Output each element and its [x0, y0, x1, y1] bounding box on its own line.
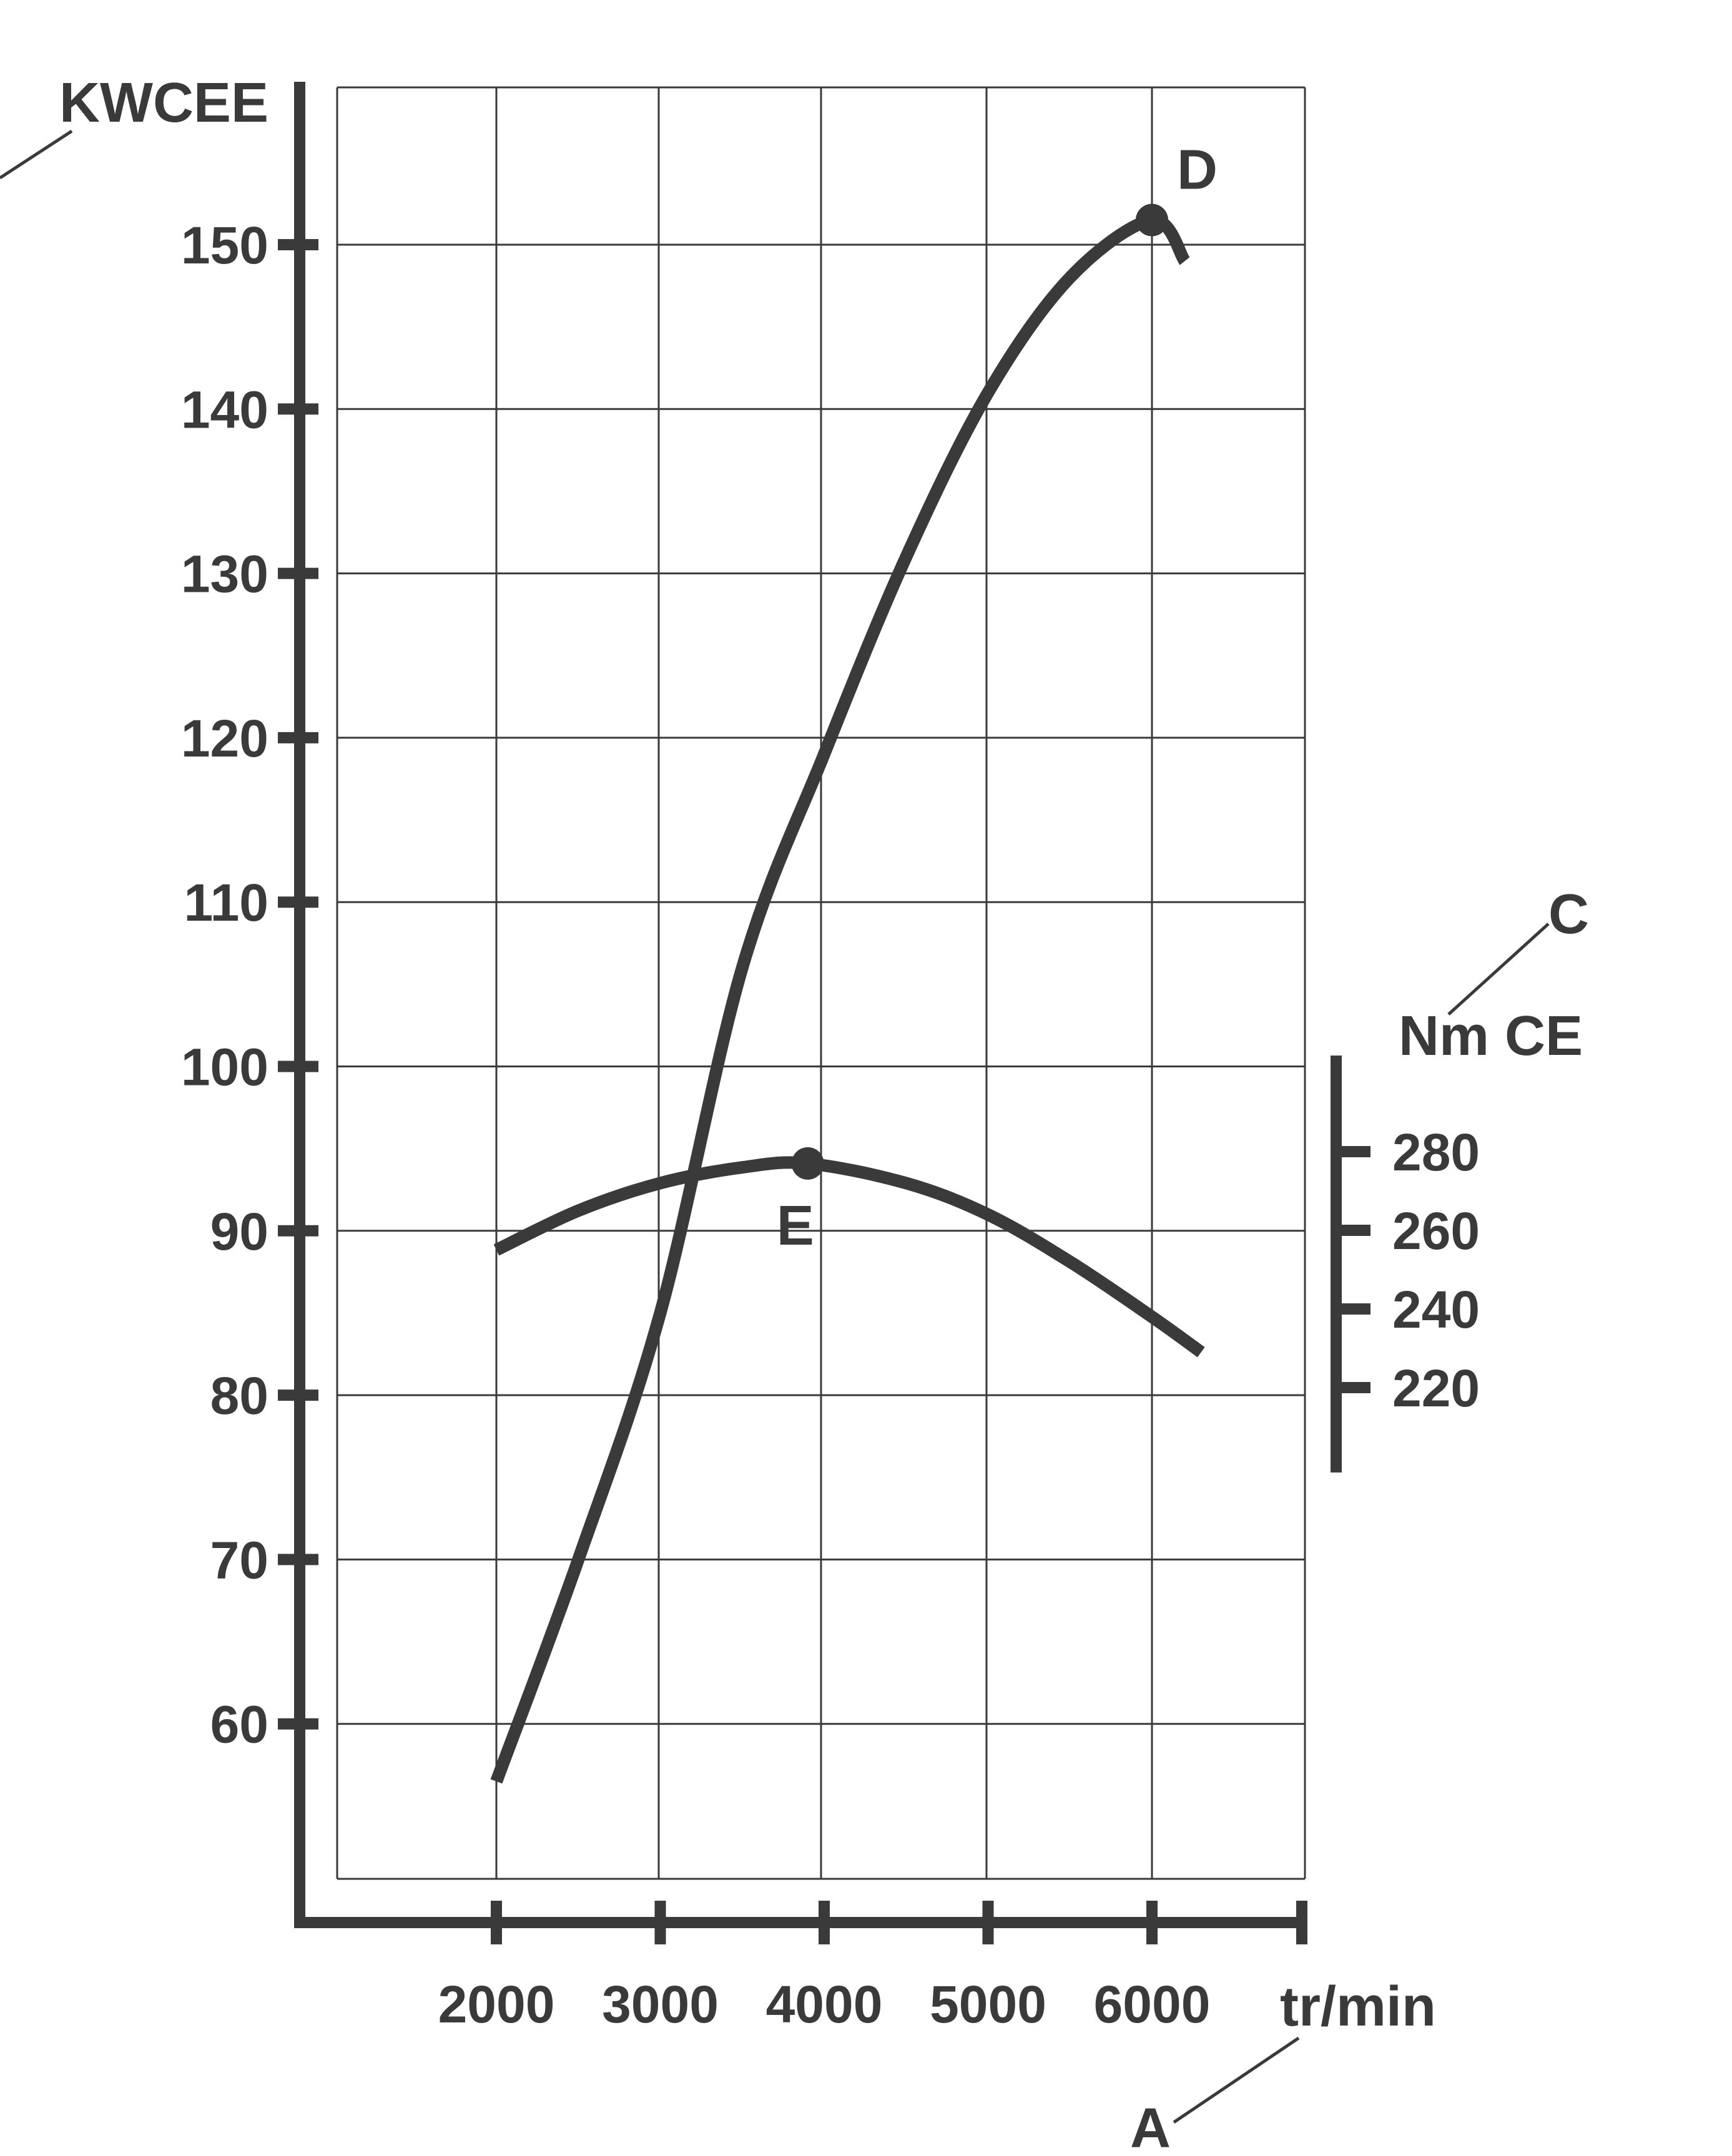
- power-peak-dot: [1136, 203, 1168, 237]
- leader-a: [1173, 2036, 1300, 2124]
- x-tick-label: 5000: [930, 1975, 1046, 2034]
- y-left-tick-label: 150: [181, 216, 268, 275]
- x-tick-label: 2000: [438, 1975, 555, 2034]
- x-tick-label: 4000: [766, 1975, 883, 2034]
- y-right-tick-label: 260: [1392, 1202, 1480, 1260]
- leader-kwcee: [0, 129, 73, 180]
- power-curve: [490, 213, 1191, 1784]
- annotation-c: C: [1548, 883, 1589, 946]
- y-left-tick-label: 70: [210, 1531, 268, 1589]
- y-left-tick-label: 130: [181, 545, 268, 604]
- x-axis-unit-label: tr/min: [1280, 1976, 1436, 2038]
- y-left-tick-label: 140: [181, 380, 268, 439]
- y-left-tick-label: 60: [210, 1695, 268, 1754]
- leader-c: [1447, 923, 1550, 1016]
- y-left-tick-label: 110: [184, 873, 268, 932]
- y-left-tick-label: 80: [210, 1366, 268, 1425]
- x-tick-label: 3000: [602, 1975, 719, 2034]
- labels: 60 70 80 90 100 110 120 130 140 150 2000 3000 4000 50…: [0, 72, 1589, 2156]
- annotation-d: D: [1177, 139, 1218, 202]
- torque-peak-dot: [791, 1147, 824, 1180]
- y-left-tick-label: 100: [181, 1038, 268, 1097]
- annotation-e: E: [777, 1195, 814, 1257]
- y-right-tick-label: 280: [1392, 1123, 1480, 1182]
- annotation-a: A: [1130, 2097, 1171, 2156]
- y-left-tick-label: 120: [181, 709, 268, 768]
- axes: [294, 82, 1342, 1928]
- tick-marks: [278, 239, 1370, 1944]
- y-right-tick-label: 240: [1392, 1280, 1480, 1339]
- y-right-tick-label: 220: [1392, 1359, 1480, 1418]
- y-left-tick-label: 90: [210, 1202, 268, 1261]
- grid: [336, 86, 1306, 1880]
- y-right-axis-label: Nm CE: [1399, 1005, 1583, 1067]
- curves: [490, 203, 1205, 1784]
- x-tick-label: 6000: [1094, 1975, 1211, 2034]
- torque-curve: [493, 1156, 1205, 1358]
- y-left-axis-label: KWCEE: [59, 72, 268, 134]
